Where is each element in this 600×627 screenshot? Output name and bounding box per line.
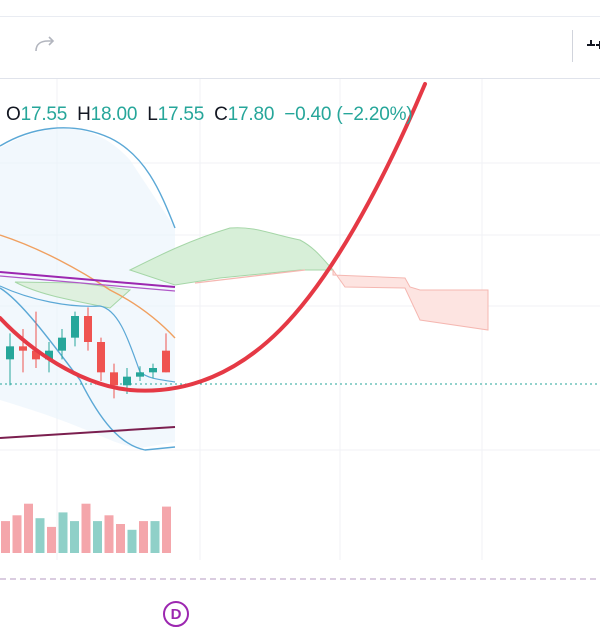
chart-canvas[interactable] <box>0 79 600 600</box>
bollinger-lower-band <box>0 287 176 451</box>
volume-bar <box>81 503 91 553</box>
redo-arrow-icon <box>35 36 55 52</box>
volume-bar <box>104 515 114 553</box>
volume-bar <box>47 526 56 553</box>
toolbar-separator <box>572 30 573 62</box>
trend-line <box>0 426 176 439</box>
candle-body <box>58 337 66 351</box>
ichimoku-span-red-line <box>194 269 306 284</box>
volume-bar <box>35 518 45 553</box>
bollinger-mid-band <box>0 285 176 383</box>
chart-pane[interactable]: D <box>0 79 600 627</box>
ichimoku-cloud-red <box>332 268 489 331</box>
open-value: 17.55 <box>20 104 68 125</box>
chart-toolbar <box>0 0 600 79</box>
drawn-curve[interactable] <box>0 82 427 393</box>
close-value: 17.80 <box>227 104 275 125</box>
volume-bar <box>139 521 148 553</box>
settings-button[interactable] <box>584 30 600 60</box>
volume-bar <box>12 515 22 553</box>
volume-bar <box>127 529 137 553</box>
candle-body <box>45 350 53 360</box>
candle-body <box>110 372 118 386</box>
ichimoku-cloud-green <box>128 227 335 286</box>
change-value: −0.40 (−2.20%) <box>284 104 413 125</box>
low-value: 17.55 <box>157 104 205 125</box>
ohlc-legend: O17.55 H18.00 L17.55 C17.80 −0.40 (−2.20%) <box>6 104 413 126</box>
candle-body <box>6 346 14 360</box>
candle-body <box>97 342 105 373</box>
high-value: 18.00 <box>90 104 138 125</box>
close-label: C <box>214 104 228 125</box>
volume-series <box>1 503 171 553</box>
candle-body <box>19 346 27 351</box>
volume-bar <box>24 503 33 553</box>
volume-bar <box>150 521 160 553</box>
volume-bar <box>70 521 79 553</box>
purple-line-lower <box>0 275 176 292</box>
moving-average-orange <box>0 234 176 339</box>
volume-bar <box>93 521 102 553</box>
volume-bar <box>1 521 10 553</box>
volume-bar <box>58 512 68 553</box>
candle-body <box>149 368 157 373</box>
bollinger-upper-band <box>0 127 176 229</box>
volume-bar <box>162 506 171 553</box>
ichimoku-cloud-green-left <box>14 281 132 309</box>
settings-icon <box>587 40 600 49</box>
candle-body <box>84 316 92 342</box>
candlestick-series <box>6 307 170 399</box>
redo-button[interactable] <box>30 30 60 60</box>
candle-body <box>162 350 170 373</box>
dividend-marker[interactable]: D <box>163 601 189 627</box>
volume-bar <box>116 524 125 553</box>
candle-body <box>32 350 40 360</box>
candle-body <box>71 316 79 338</box>
open-label: O <box>6 104 21 125</box>
toolbar-divider <box>0 16 600 17</box>
candle-body <box>136 372 144 377</box>
high-label: H <box>77 104 91 125</box>
low-label: L <box>147 104 158 125</box>
purple-line-upper <box>0 271 176 288</box>
candle-body <box>123 376 131 386</box>
